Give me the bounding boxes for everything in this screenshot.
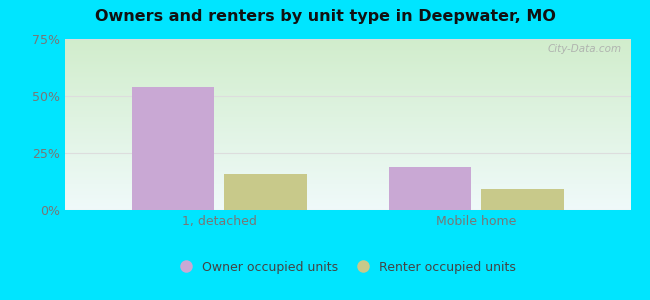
Bar [224,173,307,210]
Legend: Owner occupied units, Renter occupied units: Owner occupied units, Renter occupied un… [174,256,521,279]
Bar [482,190,564,210]
Bar [389,167,471,210]
Bar [132,87,214,210]
Text: Owners and renters by unit type in Deepwater, MO: Owners and renters by unit type in Deepw… [94,9,556,24]
Text: City-Data.com: City-Data.com [548,44,622,54]
